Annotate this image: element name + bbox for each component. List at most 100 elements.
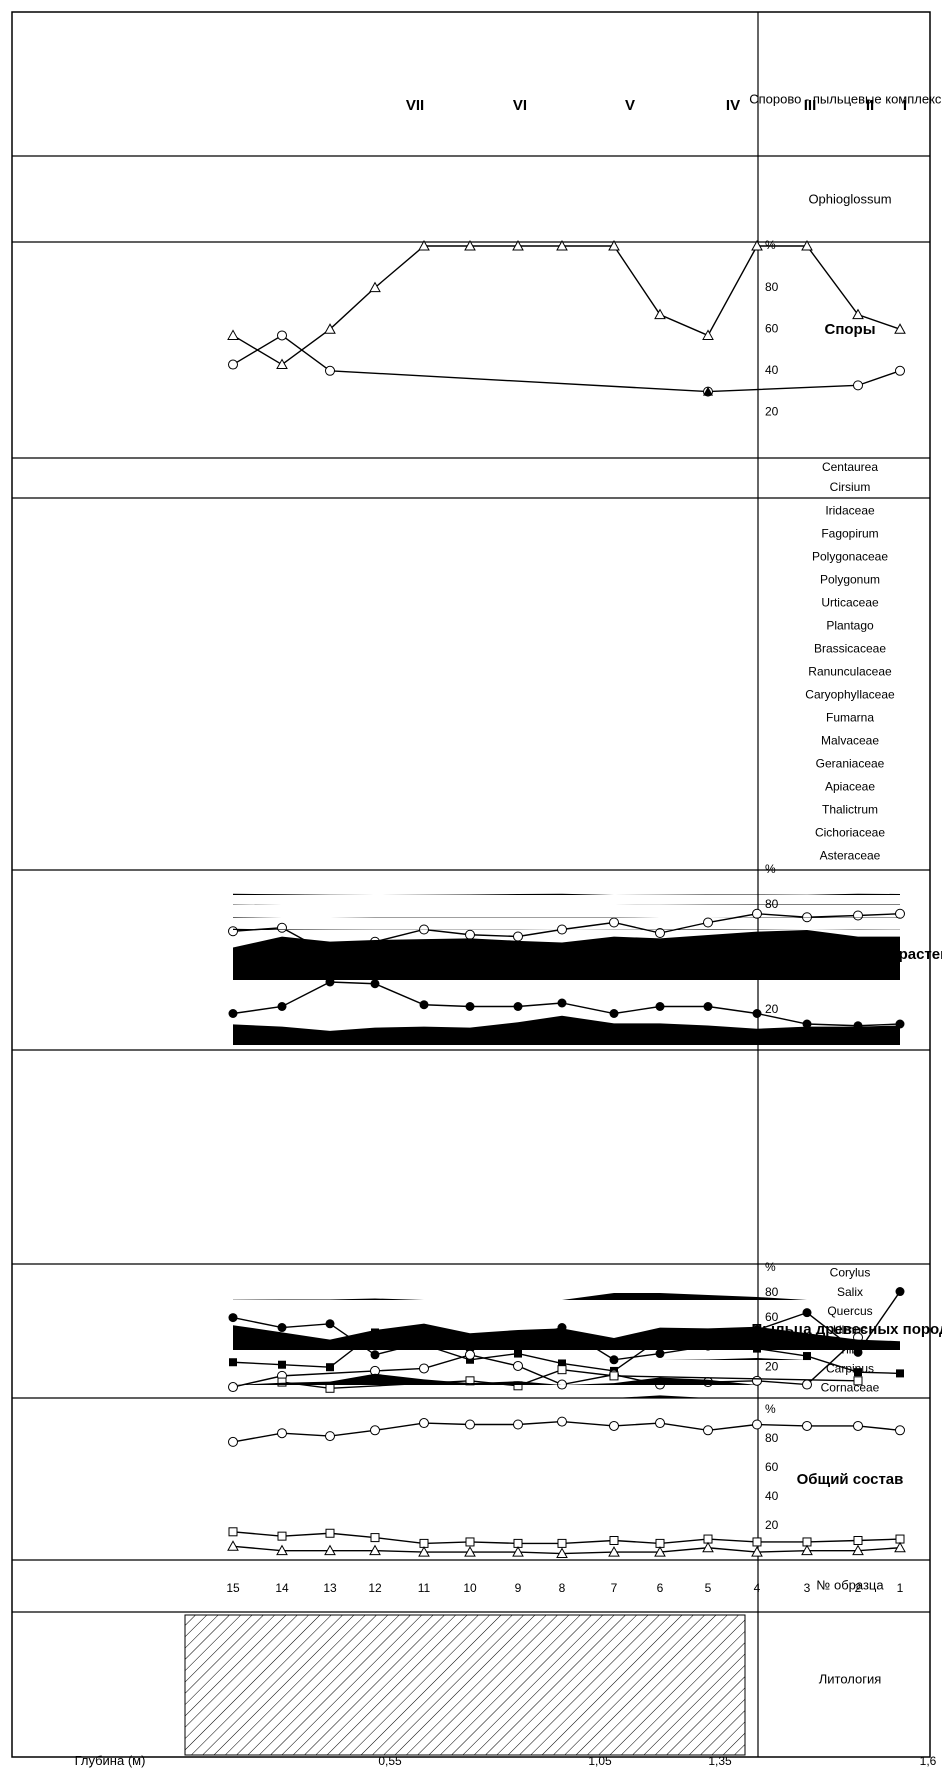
spores-moon-point bbox=[853, 380, 863, 391]
herbs-half-circle-point bbox=[703, 1002, 713, 1011]
trees-filled-square-point bbox=[278, 1360, 286, 1369]
trees-filled-square-point bbox=[514, 1349, 522, 1358]
general-square bbox=[228, 1527, 905, 1548]
herbs-half-circle-point bbox=[277, 1002, 287, 1011]
complex-label: V bbox=[625, 97, 635, 114]
general-triangle-point bbox=[608, 1546, 620, 1557]
general-triangle-point bbox=[276, 1544, 288, 1556]
herbs-pct-tick: 20 bbox=[765, 1002, 779, 1016]
general-circle-point bbox=[465, 1419, 475, 1430]
herb-taxon-label-Brassicaceae: Brassicaceae bbox=[814, 642, 886, 656]
complex-column-label: Спорово - пыльцевые комплексы bbox=[749, 91, 942, 106]
tree-taxon-Carpinus-area bbox=[233, 1373, 900, 1385]
general-circle-point bbox=[277, 1428, 287, 1439]
general-triangle-point bbox=[418, 1546, 430, 1557]
spores-pct-tick: 60 bbox=[765, 321, 779, 335]
herbs-half-circle-point bbox=[752, 1009, 762, 1018]
outer-frame bbox=[11, 11, 931, 1758]
sample-number: 12 bbox=[368, 1581, 382, 1595]
ophioglossum-label: Ophioglossum bbox=[808, 191, 891, 206]
herbs-cross-circle-point bbox=[557, 924, 567, 935]
herbs-half-circle-point bbox=[557, 998, 567, 1008]
lithology-hatch bbox=[184, 1614, 746, 1756]
herbs-half-circle-point bbox=[465, 1002, 475, 1011]
general-triangle-point bbox=[369, 1544, 381, 1556]
spores-open-triangle-point bbox=[276, 358, 288, 370]
trees-pct-tick: 20 bbox=[765, 1359, 779, 1373]
general-circle-point bbox=[325, 1431, 335, 1442]
general-circle-point bbox=[513, 1419, 523, 1430]
herb-taxon-label-Ranunculaceae: Ranunculaceae bbox=[808, 665, 892, 679]
complex-label: IV bbox=[726, 97, 740, 114]
trees-filled-square-point bbox=[854, 1368, 862, 1377]
herbs-half-circle-point bbox=[370, 979, 380, 989]
trees-open-circle-point bbox=[465, 1349, 475, 1360]
sample-number: 11 bbox=[418, 1581, 431, 1595]
general-pct-tick: 40 bbox=[765, 1489, 779, 1503]
trees-filled-square-point bbox=[803, 1352, 811, 1361]
trees-open-circle-point bbox=[752, 1375, 762, 1386]
general-circle-point bbox=[655, 1418, 665, 1429]
trees-open-circle-point bbox=[557, 1379, 567, 1390]
general-triangle bbox=[227, 1540, 906, 1559]
sample-number: 5 bbox=[705, 1581, 712, 1595]
herb-taxon-Polygonaceae-area bbox=[233, 893, 900, 895]
spores-open-triangle-point bbox=[464, 239, 476, 251]
trees-open-square bbox=[277, 1365, 863, 1393]
trees-open-circle-point bbox=[419, 1363, 429, 1374]
herbs-cross-circle-point bbox=[465, 929, 475, 940]
trees-filled-circle-point bbox=[655, 1349, 665, 1359]
sample-number: 13 bbox=[323, 1581, 337, 1595]
herb-taxon-label-Iridaceae: Iridaceae bbox=[825, 504, 875, 518]
depth-tick: 1,05 bbox=[588, 1754, 612, 1768]
spores-open-triangle-point bbox=[369, 281, 381, 293]
plot-area bbox=[184, 239, 906, 1756]
spores-open-triangle-line bbox=[232, 245, 901, 366]
herbs-pct-tick: 80 bbox=[765, 897, 779, 911]
depth-tick: 1,6 bbox=[920, 1754, 937, 1768]
lithology-band bbox=[184, 1614, 746, 1756]
tree-taxon-Ulmus-area bbox=[233, 1358, 900, 1360]
spores-open-triangle bbox=[227, 239, 906, 370]
herb-taxon-Brassicaceae-area bbox=[233, 917, 900, 918]
tree-taxon-Quercus bbox=[233, 1323, 900, 1350]
trees-open-square-point bbox=[853, 1376, 863, 1386]
spores-pct-tick: 20 bbox=[765, 405, 779, 419]
trees-filled-circle-point bbox=[895, 1287, 905, 1297]
herbs-cross-circle-point bbox=[228, 926, 238, 937]
trees-filled-square-point bbox=[558, 1359, 566, 1368]
herbs-half-circle-point bbox=[802, 1019, 812, 1029]
general-circle-point bbox=[609, 1420, 619, 1431]
herbs-half-circle bbox=[228, 977, 905, 1031]
spores-moon-point bbox=[228, 359, 238, 370]
tree-taxon-label-Corylus: Corylus bbox=[830, 1266, 871, 1280]
general-triangle-point bbox=[702, 1541, 714, 1553]
herb-taxon-Apiaceae-area bbox=[233, 928, 900, 930]
spores-label: Споры bbox=[824, 321, 875, 338]
spores-filled-triangle-point bbox=[703, 386, 713, 396]
tree-taxon-Ulmus bbox=[233, 1358, 900, 1360]
complex-label: III bbox=[804, 97, 817, 114]
herb-taxon-Polygonaceae bbox=[233, 893, 900, 895]
herbs-half-circle-point bbox=[513, 1002, 523, 1011]
general-pct-tick: 20 bbox=[765, 1518, 779, 1532]
sample-number: 1 bbox=[897, 1581, 904, 1595]
general-triangle-point bbox=[324, 1544, 336, 1556]
sample-number: 15 bbox=[226, 1581, 240, 1595]
diagram-frame bbox=[11, 11, 931, 1758]
complex-label: II bbox=[866, 97, 874, 114]
general-circle-point bbox=[752, 1419, 762, 1430]
trees-filled-square-point bbox=[896, 1369, 904, 1378]
spores-moon-line bbox=[232, 334, 901, 393]
general-square-point bbox=[325, 1528, 335, 1538]
trees-filled-circle-point bbox=[802, 1308, 812, 1318]
herb-taxon-label-Polygonaceae: Polygonaceae bbox=[812, 550, 888, 564]
general-square-point bbox=[853, 1536, 863, 1545]
spores-open-triangle-point bbox=[852, 308, 864, 320]
spores-open-triangle-point bbox=[894, 323, 906, 334]
general-pct-tick: 80 bbox=[765, 1431, 779, 1445]
general-triangle-point bbox=[894, 1541, 906, 1553]
spores-open-triangle-point bbox=[418, 239, 430, 251]
general-square-point bbox=[609, 1536, 619, 1545]
complex-label: I bbox=[903, 97, 907, 114]
